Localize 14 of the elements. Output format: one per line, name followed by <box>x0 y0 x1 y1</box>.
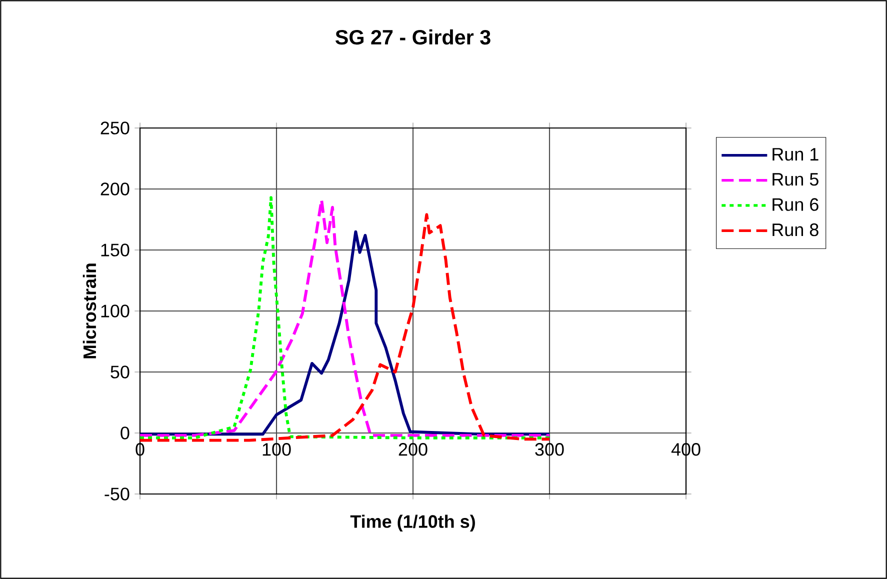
chart-title: SG 27 - Girder 3 <box>335 29 490 45</box>
legend-label: Run 8 <box>772 223 818 236</box>
y-tick-label: 100 <box>101 304 130 318</box>
y-tick-label: 250 <box>100 122 130 134</box>
y-tick-label: 50 <box>110 366 130 378</box>
x-axis-title: Time (1/10th s) <box>350 514 475 532</box>
legend-label: Run 6 <box>772 198 818 211</box>
legend-label: Run 5 <box>772 173 818 186</box>
y-tick-label: -50 <box>104 488 130 500</box>
legend-label: Run 1 <box>772 148 818 161</box>
y-tick-label: 200 <box>100 182 130 196</box>
y-tick-label: 150 <box>101 244 130 256</box>
y-tick-label: 0 <box>120 426 130 440</box>
y-axis-title: Microstrain <box>82 264 96 358</box>
